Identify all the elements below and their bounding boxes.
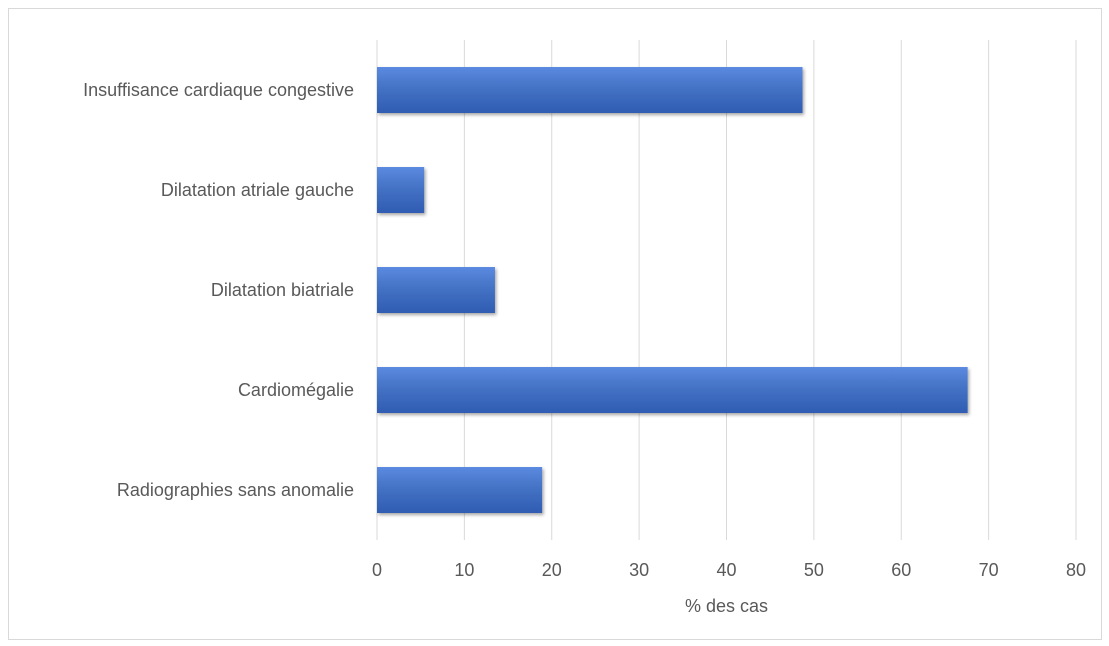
chart-frame bbox=[8, 8, 1102, 640]
category-label: Dilatation atriale gauche bbox=[161, 180, 354, 200]
x-axis-title: % des cas bbox=[685, 596, 768, 616]
bars bbox=[377, 67, 968, 513]
gridlines bbox=[376, 40, 1077, 540]
x-tick-labels: 0 10 20 30 40 50 60 70 80 bbox=[372, 560, 1086, 580]
x-tick-label: 0 bbox=[372, 560, 382, 580]
bar-1 bbox=[377, 67, 803, 113]
x-tick-label: 30 bbox=[629, 560, 649, 580]
category-label: Cardiomégalie bbox=[238, 380, 354, 400]
category-labels: Insuffisance cardiaque congestive Dilatat… bbox=[83, 80, 354, 500]
category-label: Radiographies sans anomalie bbox=[117, 480, 354, 500]
x-tick-label: 20 bbox=[542, 560, 562, 580]
x-tick-label: 60 bbox=[891, 560, 911, 580]
bar-5 bbox=[377, 467, 543, 513]
x-tick-label: 80 bbox=[1066, 560, 1086, 580]
x-tick-label: 50 bbox=[804, 560, 824, 580]
bar-3 bbox=[377, 267, 495, 313]
x-tick-label: 40 bbox=[716, 560, 736, 580]
bar-2 bbox=[377, 167, 425, 213]
category-label: Dilatation biatriale bbox=[211, 280, 354, 300]
bar-4 bbox=[377, 367, 968, 413]
x-tick-label: 70 bbox=[979, 560, 999, 580]
x-tick-label: 10 bbox=[454, 560, 474, 580]
category-label: Insuffisance cardiaque congestive bbox=[83, 80, 354, 100]
